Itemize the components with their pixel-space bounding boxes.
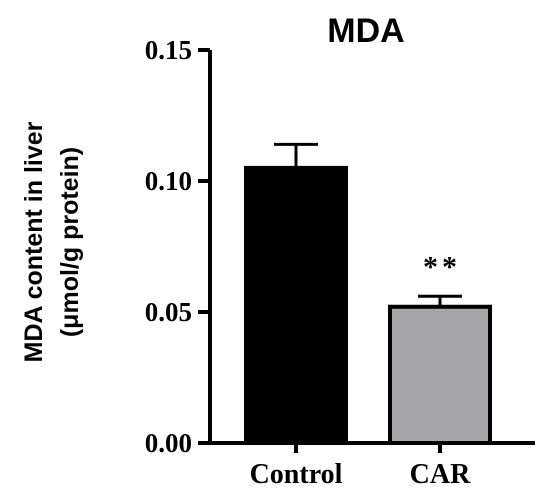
y-axis-label-line-1: MDA content in liver (20, 121, 48, 362)
significance-marker: ** (423, 250, 461, 283)
y-axis-label-line-2: (μmol/g protein) (56, 147, 84, 337)
x-tick-label: Control (250, 459, 343, 490)
y-tick-label: 0.00 (145, 428, 192, 458)
bar-car (388, 304, 492, 446)
x-tick-label: CAR (410, 459, 471, 490)
y-axis-label: MDA content in liver (μmol/g protein) (20, 121, 84, 362)
y-tick-label: 0.05 (145, 297, 192, 327)
bars (244, 142, 492, 446)
axis-tick-labels: 0.00 0.05 0.10 0.15 Control CAR ** (145, 35, 471, 490)
y-tick-label: 0.10 (145, 166, 192, 196)
y-tick-label: 0.15 (145, 35, 192, 65)
chart-title: MDA (327, 12, 404, 50)
bar-control (244, 165, 348, 445)
